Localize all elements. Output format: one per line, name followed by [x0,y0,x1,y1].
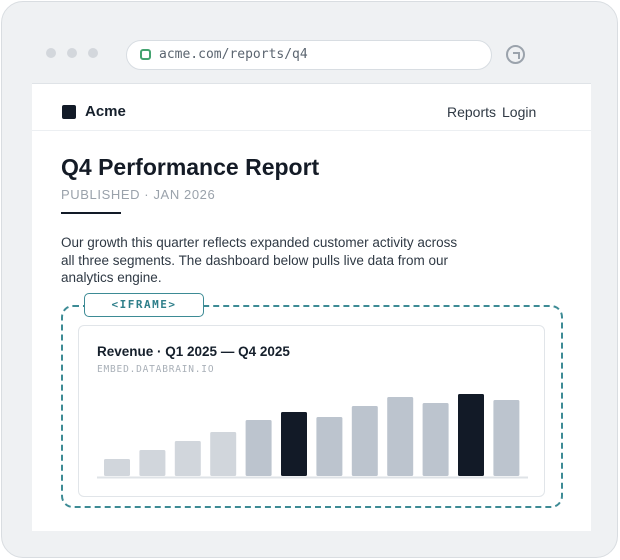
chart-bar[interactable] [245,420,272,476]
chart-bar[interactable] [174,441,201,476]
secure-site-icon [140,49,151,60]
iframe-outline [61,305,563,508]
nav-link-login[interactable]: Login [502,104,537,120]
chart-bar[interactable] [139,450,166,476]
window-maximize-dot[interactable] [88,48,98,58]
page-title: Q4 Performance Report [61,154,320,180]
embedded-chart-widget: Revenue · Q1 2025 — Q4 2025 EMBED.DATABR… [78,325,545,497]
chart-bar[interactable] [387,397,414,476]
acme-logo-icon [62,105,76,119]
embed-source: EMBED.DATABRAIN.IO [97,364,215,375]
window-close-dot[interactable] [46,48,56,58]
toolbar-divider [32,83,591,84]
chart-title: Revenue · Q1 2025 — Q4 2025 [97,344,290,359]
revenue-bar-chart [97,394,528,479]
chart-bar[interactable] [458,394,484,476]
publish-date: PUBLISHED · JAN 2026 [61,187,216,202]
chart-bar[interactable] [281,412,307,476]
address-bar[interactable]: acme.com/reports/q4 [126,40,492,70]
address-bar-url[interactable]: acme.com/reports/q4 [159,47,308,62]
nav-link-reports[interactable]: Reports [447,104,497,120]
title-rule [61,212,121,214]
reload-icon[interactable] [506,45,525,64]
web-page: Acme Reports Login Q4 Performance Report… [32,84,591,531]
nav-divider [32,130,591,131]
chart-bar[interactable] [351,406,378,476]
site-brand[interactable]: Acme [85,103,126,120]
chart-bar[interactable] [316,417,343,476]
chart-bar[interactable] [493,400,520,476]
chart-bar[interactable] [210,432,237,476]
chart-bar[interactable] [422,403,449,476]
chart-bar[interactable] [104,459,130,476]
window-minimize-dot[interactable] [67,48,77,58]
iframe-tag-label: <IFRAME> [84,293,204,317]
article-body: Our growth this quarter reflects expande… [61,235,458,285]
